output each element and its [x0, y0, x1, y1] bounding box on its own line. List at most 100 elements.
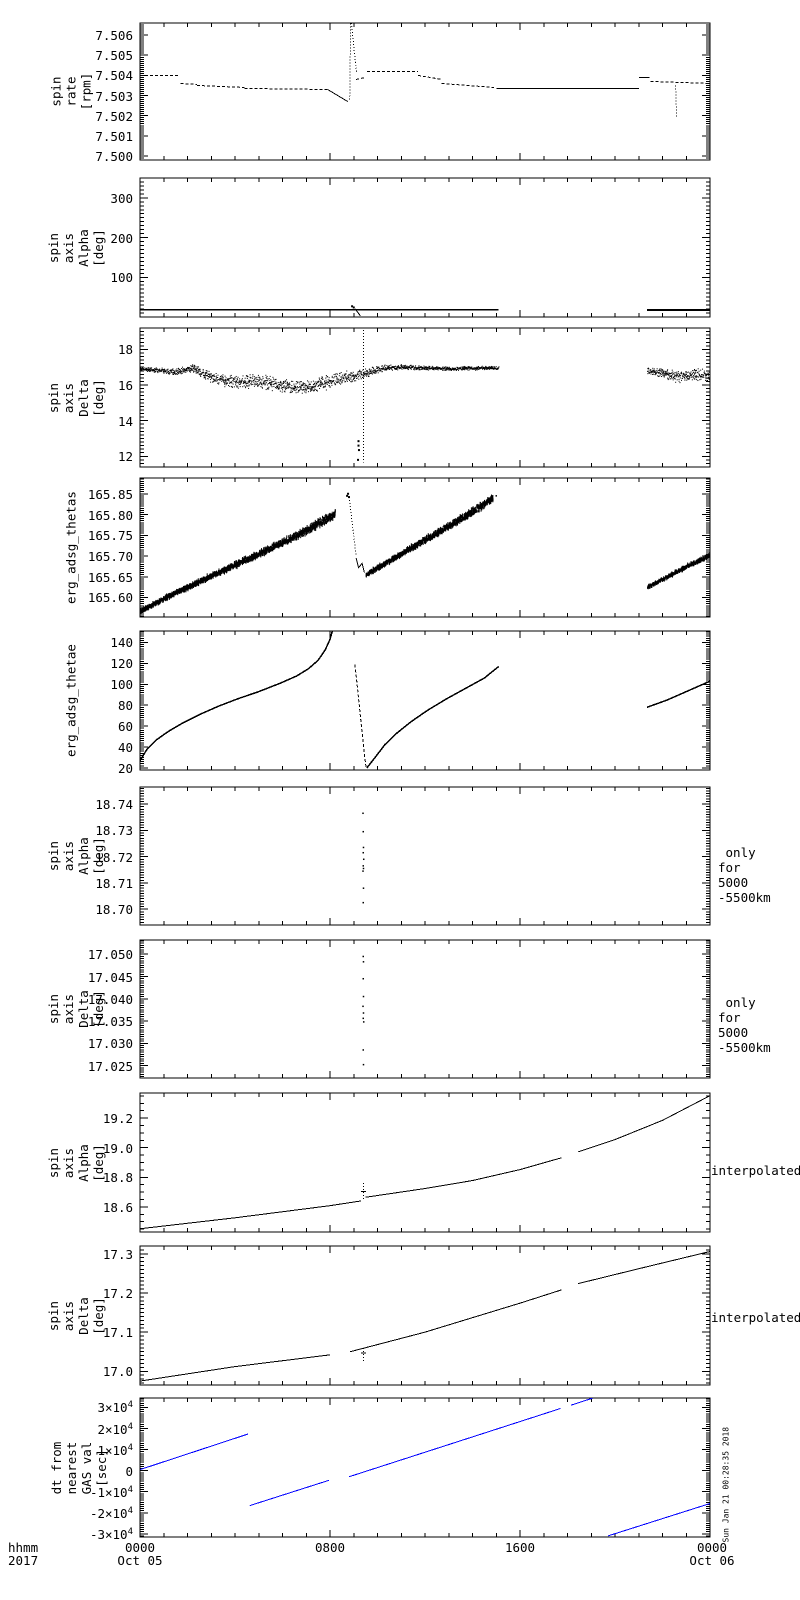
y-tick-label: 17.045	[87, 969, 133, 985]
y-tick-label: 17.050	[87, 947, 133, 963]
y-tick-label: 16	[117, 378, 133, 394]
y-tick-label: 17.0	[102, 1364, 133, 1380]
y-tick-label: 3×104	[97, 1400, 133, 1416]
panel-series-erg-adsg-thetas	[140, 492, 710, 615]
y-tick-label: -2×104	[89, 1505, 133, 1521]
note-only-altitude-range-delta: only for 5000 -5500km	[718, 995, 771, 1055]
x-axis-unit-year: 2017	[8, 1553, 39, 1568]
y-tick-label: 20	[117, 760, 133, 776]
y-tick-label: 60	[117, 719, 133, 735]
panel-series-spin-axis-alpha-perigee	[362, 812, 365, 904]
x-tick-time: 0000	[124, 1540, 156, 1555]
y-tick-label: 17.040	[87, 991, 133, 1007]
panel-axes-spin-axis-delta-perigee	[139, 939, 711, 1079]
panel-series-erg-adsg-thetae	[140, 631, 710, 769]
panel-axes-spin-axis-alpha	[139, 177, 711, 318]
y-tick-label: 14	[117, 413, 133, 429]
y-tick-label: 7.501	[95, 128, 133, 144]
panel-axes-spin-axis-delta-interpolated	[139, 1245, 711, 1386]
panel-axes-spin-axis-alpha-perigee	[139, 786, 711, 926]
y-tick-label: 165.85	[87, 486, 133, 502]
x-tick-date: Oct 05	[117, 1553, 163, 1568]
y-tick-label: 1×104	[97, 1442, 133, 1458]
x-tick-date: Oct 06	[689, 1553, 735, 1568]
y-tick-label: 300	[110, 190, 133, 206]
y-tick-label: 100	[110, 677, 133, 693]
panel-axes-erg-adsg-thetae	[139, 630, 711, 771]
y-tick-label: 18.70	[95, 902, 133, 918]
x-tick-label-1600: 1600	[485, 1541, 555, 1554]
x-tick-label-oct05-0000: 0000 Oct 05	[105, 1541, 175, 1567]
x-tick-time: 1600	[504, 1540, 536, 1555]
panel-ylabel-spin-axis-alpha-interpolated: spin axis Alpha [deg]	[46, 1143, 106, 1182]
y-tick-label: 18.73	[95, 823, 133, 839]
panel-ylabel-spin-axis-alpha-perigee: spin axis Alpha [deg]	[46, 837, 106, 875]
panel-series-spin-axis-alpha-interpolated	[140, 1095, 710, 1230]
y-tick-label: 7.502	[95, 108, 133, 124]
panel-ylabel-erg-adsg-thetae: erg_adsg_thetae	[63, 644, 79, 757]
y-tick-label: 2×104	[97, 1421, 133, 1437]
x-tick-time: 0800	[314, 1540, 346, 1555]
y-tick-label: 17.025	[87, 1058, 133, 1074]
panel-series-dt-from-nearest-gas	[140, 1398, 710, 1537]
y-tick-label: 165.65	[87, 569, 133, 585]
y-tick-label: 165.80	[87, 507, 133, 523]
y-tick-label: 17.035	[87, 1014, 133, 1030]
panel-axes-dt-from-nearest-gas	[139, 1397, 711, 1538]
y-tick-label: 0	[125, 1463, 133, 1479]
panel-ylabel-erg-adsg-thetas: erg_adsg_thetas	[63, 491, 79, 604]
x-tick-time: 0000	[696, 1540, 728, 1555]
y-tick-label: 18.71	[95, 875, 133, 891]
panel-series-spin-axis-delta-interpolated	[140, 1250, 710, 1382]
y-tick-label: 7.504	[95, 68, 133, 84]
panel-series-spin-axis-alpha	[140, 305, 710, 317]
y-tick-label: 18.8	[102, 1170, 133, 1186]
panel-axes-spin-rate	[139, 22, 711, 161]
y-tick-label: 200	[110, 230, 133, 246]
x-axis-unit-format: hhmm	[8, 1540, 39, 1555]
x-tick-label-oct06-0000: 0000 Oct 06	[677, 1541, 747, 1567]
panel-ylabel-spin-axis-delta: spin axis Delta [deg]	[46, 378, 106, 417]
y-tick-label: 18.74	[95, 797, 133, 813]
y-tick-label: 165.75	[87, 528, 133, 544]
y-tick-label: 40	[117, 740, 133, 755]
y-tick-label: 17.1	[102, 1325, 133, 1341]
y-tick-label: 120	[110, 656, 133, 672]
plot-creation-timestamp: Sun Jan 21 00:28:35 2018	[721, 1426, 731, 1543]
y-tick-label: 18.6	[102, 1199, 133, 1215]
y-tick-label: 165.70	[87, 549, 133, 564]
y-tick-label: 12	[117, 449, 133, 465]
panel-axes-erg-adsg-thetas	[139, 477, 711, 618]
y-tick-label: 7.500	[95, 148, 133, 164]
panel-axes-spin-axis-alpha-interpolated	[139, 1092, 711, 1233]
panel-ylabel-dt-from-nearest-gas: dt from nearest GAS val [sec]	[49, 1441, 109, 1494]
x-tick-label-0800: 0800	[295, 1541, 365, 1554]
panel-series-spin-rate	[140, 23, 710, 118]
y-tick-label: 18.72	[95, 849, 133, 865]
y-tick-label: 100	[110, 270, 133, 286]
panel-ylabel-spin-axis-alpha: spin axis Alpha [deg]	[46, 228, 106, 267]
panel-axes-spin-axis-delta	[139, 327, 711, 468]
panel-ylabel-spin-axis-delta-perigee: spin axis Delta [deg]	[46, 990, 106, 1028]
y-tick-label: 17.3	[102, 1246, 133, 1262]
y-tick-label: -3×104	[89, 1526, 133, 1542]
y-tick-label: 7.506	[95, 28, 133, 44]
note-only-altitude-range-alpha: only for 5000 -5500km	[718, 845, 771, 905]
note-interpolated-alpha: interpolated	[711, 1163, 800, 1178]
panel-series-spin-axis-delta	[140, 329, 710, 463]
x-axis-units: hhmm 2017	[8, 1541, 78, 1567]
note-interpolated-delta: interpolated	[711, 1310, 800, 1325]
y-tick-label: 80	[117, 698, 133, 714]
y-tick-label: 19.2	[102, 1111, 133, 1127]
y-tick-label: 165.60	[87, 590, 133, 606]
y-tick-label: -1×104	[89, 1484, 133, 1500]
panel-ylabel-spin-rate: spin rate [rpm]	[48, 72, 94, 111]
y-tick-label: 19.0	[102, 1140, 133, 1156]
y-tick-label: 17.2	[102, 1285, 133, 1301]
y-tick-label: 140	[110, 635, 133, 651]
y-tick-label: 7.505	[95, 48, 133, 64]
y-tick-label: 18	[117, 342, 133, 358]
panel-series-spin-axis-delta-perigee	[362, 955, 365, 1066]
